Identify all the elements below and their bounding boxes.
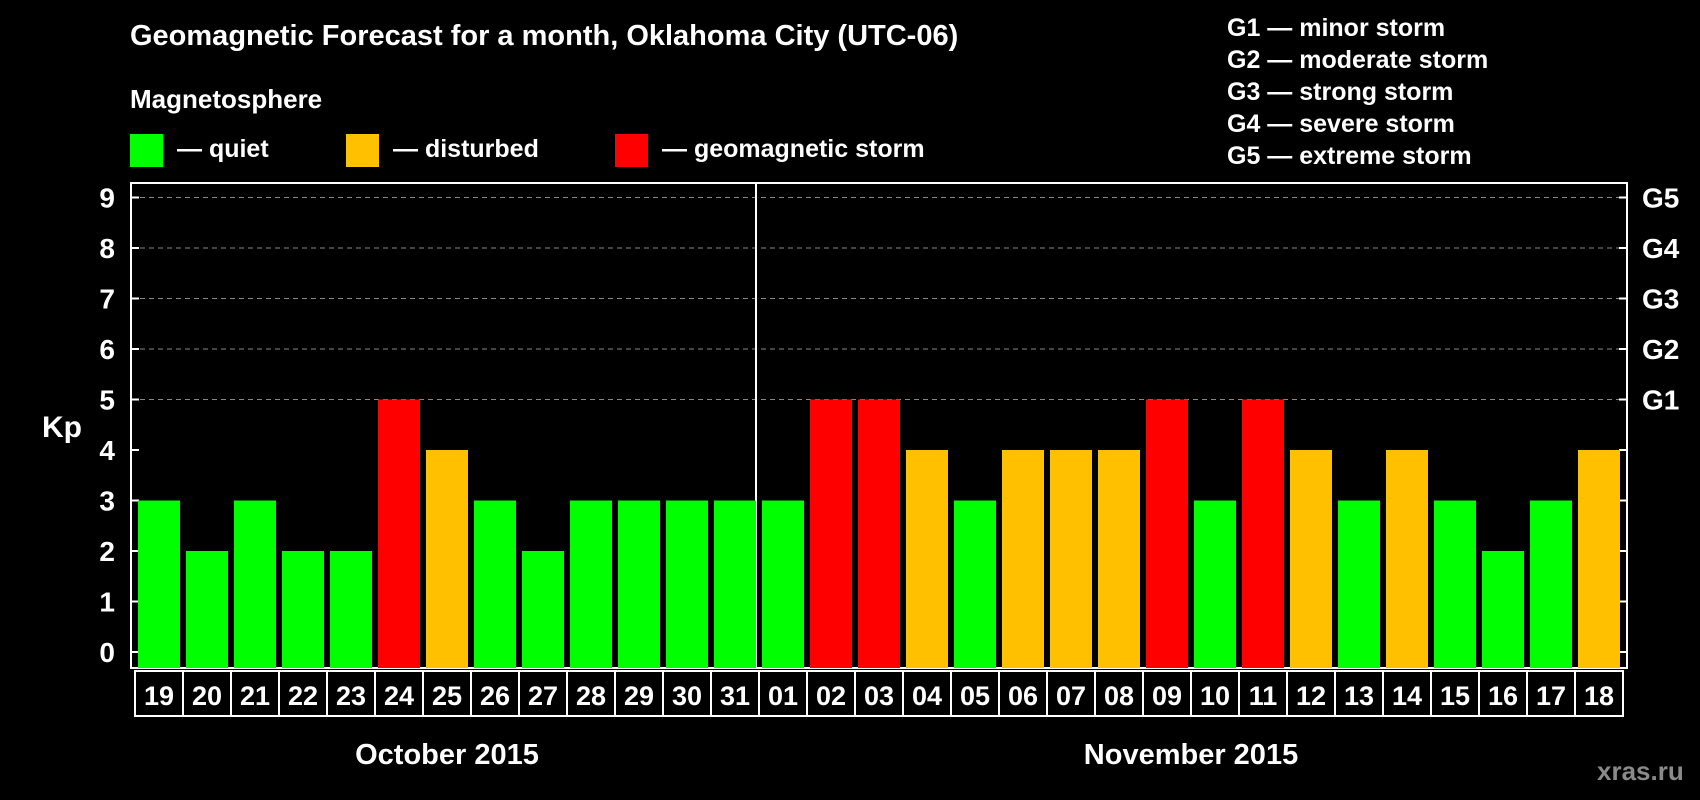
y-tick-label-7: 7: [99, 284, 115, 315]
g-level-label-g3: G3: [1642, 284, 1679, 315]
month-label-0: October 2015: [355, 739, 539, 771]
bar-17: [1530, 500, 1572, 668]
g-level-label-g1: G1: [1642, 385, 1679, 416]
date-label-07: 07: [1056, 681, 1086, 711]
bar-18: [1578, 450, 1620, 668]
date-label-19: 19: [144, 681, 174, 711]
date-label-12: 12: [1296, 681, 1326, 711]
date-label-30: 30: [672, 681, 702, 711]
g-level-label-g5: G5: [1642, 183, 1679, 214]
date-label-31: 31: [720, 681, 750, 711]
y-tick-label-1: 1: [99, 587, 115, 618]
date-label-17: 17: [1536, 681, 1566, 711]
date-label-05: 05: [960, 681, 990, 711]
bar-24: [378, 399, 420, 668]
bar-20: [186, 551, 228, 668]
bar-02: [810, 399, 852, 668]
bar-31: [714, 500, 756, 668]
y-tick-label-0: 0: [99, 637, 115, 668]
date-label-08: 08: [1104, 681, 1134, 711]
date-label-27: 27: [528, 681, 558, 711]
bar-11: [1242, 399, 1284, 668]
date-label-15: 15: [1440, 681, 1470, 711]
chart-title: Geomagnetic Forecast for a month, Oklaho…: [130, 20, 959, 52]
storm-legend-g3: G3 — strong storm: [1227, 78, 1454, 106]
date-label-04: 04: [912, 681, 942, 711]
date-label-25: 25: [432, 681, 462, 711]
bar-27: [522, 551, 564, 668]
date-label-03: 03: [864, 681, 894, 711]
legend-label-disturbed: — disturbed: [393, 135, 539, 163]
date-label-22: 22: [288, 681, 318, 711]
storm-legend-g2: G2 — moderate storm: [1227, 46, 1489, 74]
date-label-24: 24: [384, 681, 414, 711]
bar-06: [1002, 450, 1044, 668]
g-level-label-g2: G2: [1642, 334, 1679, 365]
date-label-14: 14: [1392, 681, 1422, 711]
bar-22: [282, 551, 324, 668]
legend-swatch-storm: [615, 134, 648, 167]
bar-10: [1194, 500, 1236, 668]
bar-12: [1290, 450, 1332, 668]
date-label-26: 26: [480, 681, 510, 711]
y-tick-label-2: 2: [99, 536, 115, 567]
magnetosphere-heading: Magnetosphere: [130, 84, 323, 114]
bar-26: [474, 500, 516, 668]
date-label-02: 02: [816, 681, 846, 711]
y-tick-label-4: 4: [99, 435, 115, 466]
y-tick-label-8: 8: [99, 233, 115, 264]
date-label-09: 09: [1152, 681, 1182, 711]
bar-19: [138, 500, 180, 668]
legend-swatch-quiet: [130, 134, 163, 167]
bar-23: [330, 551, 372, 668]
bar-14: [1386, 450, 1428, 668]
bar-09: [1146, 399, 1188, 668]
storm-legend-g4: G4 — severe storm: [1227, 110, 1455, 138]
bar-08: [1098, 450, 1140, 668]
bar-05: [954, 500, 996, 668]
month-label-1: November 2015: [1084, 739, 1298, 771]
bar-29: [618, 500, 660, 668]
date-label-29: 29: [624, 681, 654, 711]
date-label-20: 20: [192, 681, 222, 711]
date-label-21: 21: [240, 681, 270, 711]
date-label-18: 18: [1584, 681, 1614, 711]
date-label-13: 13: [1344, 681, 1374, 711]
y-tick-label-5: 5: [99, 385, 115, 416]
y-tick-label-6: 6: [99, 334, 115, 365]
legend-label-storm: — geomagnetic storm: [662, 135, 925, 163]
g-level-label-g4: G4: [1642, 233, 1680, 264]
y-axis-label: Kp: [42, 411, 82, 444]
bar-13: [1338, 500, 1380, 668]
bar-30: [666, 500, 708, 668]
bar-16: [1482, 551, 1524, 668]
date-label-16: 16: [1488, 681, 1518, 711]
date-label-06: 06: [1008, 681, 1038, 711]
bar-15: [1434, 500, 1476, 668]
bar-21: [234, 500, 276, 668]
date-label-23: 23: [336, 681, 366, 711]
bar-25: [426, 450, 468, 668]
bar-03: [858, 399, 900, 668]
bar-07: [1050, 450, 1092, 668]
y-tick-label-3: 3: [99, 486, 115, 517]
bar-01: [762, 500, 804, 668]
storm-legend-g5: G5 — extreme storm: [1227, 142, 1472, 170]
bar-28: [570, 500, 612, 668]
legend-label-quiet: — quiet: [177, 135, 269, 163]
storm-legend-g1: G1 — minor storm: [1227, 14, 1446, 42]
date-label-row: [134, 670, 1624, 717]
date-label-28: 28: [576, 681, 606, 711]
watermark: xras.ru: [1597, 756, 1684, 786]
y-tick-label-9: 9: [99, 183, 115, 214]
legend-swatch-disturbed: [346, 134, 379, 167]
bar-04: [906, 450, 948, 668]
date-label-01: 01: [768, 681, 798, 711]
date-label-11: 11: [1249, 681, 1278, 711]
date-label-10: 10: [1200, 681, 1230, 711]
